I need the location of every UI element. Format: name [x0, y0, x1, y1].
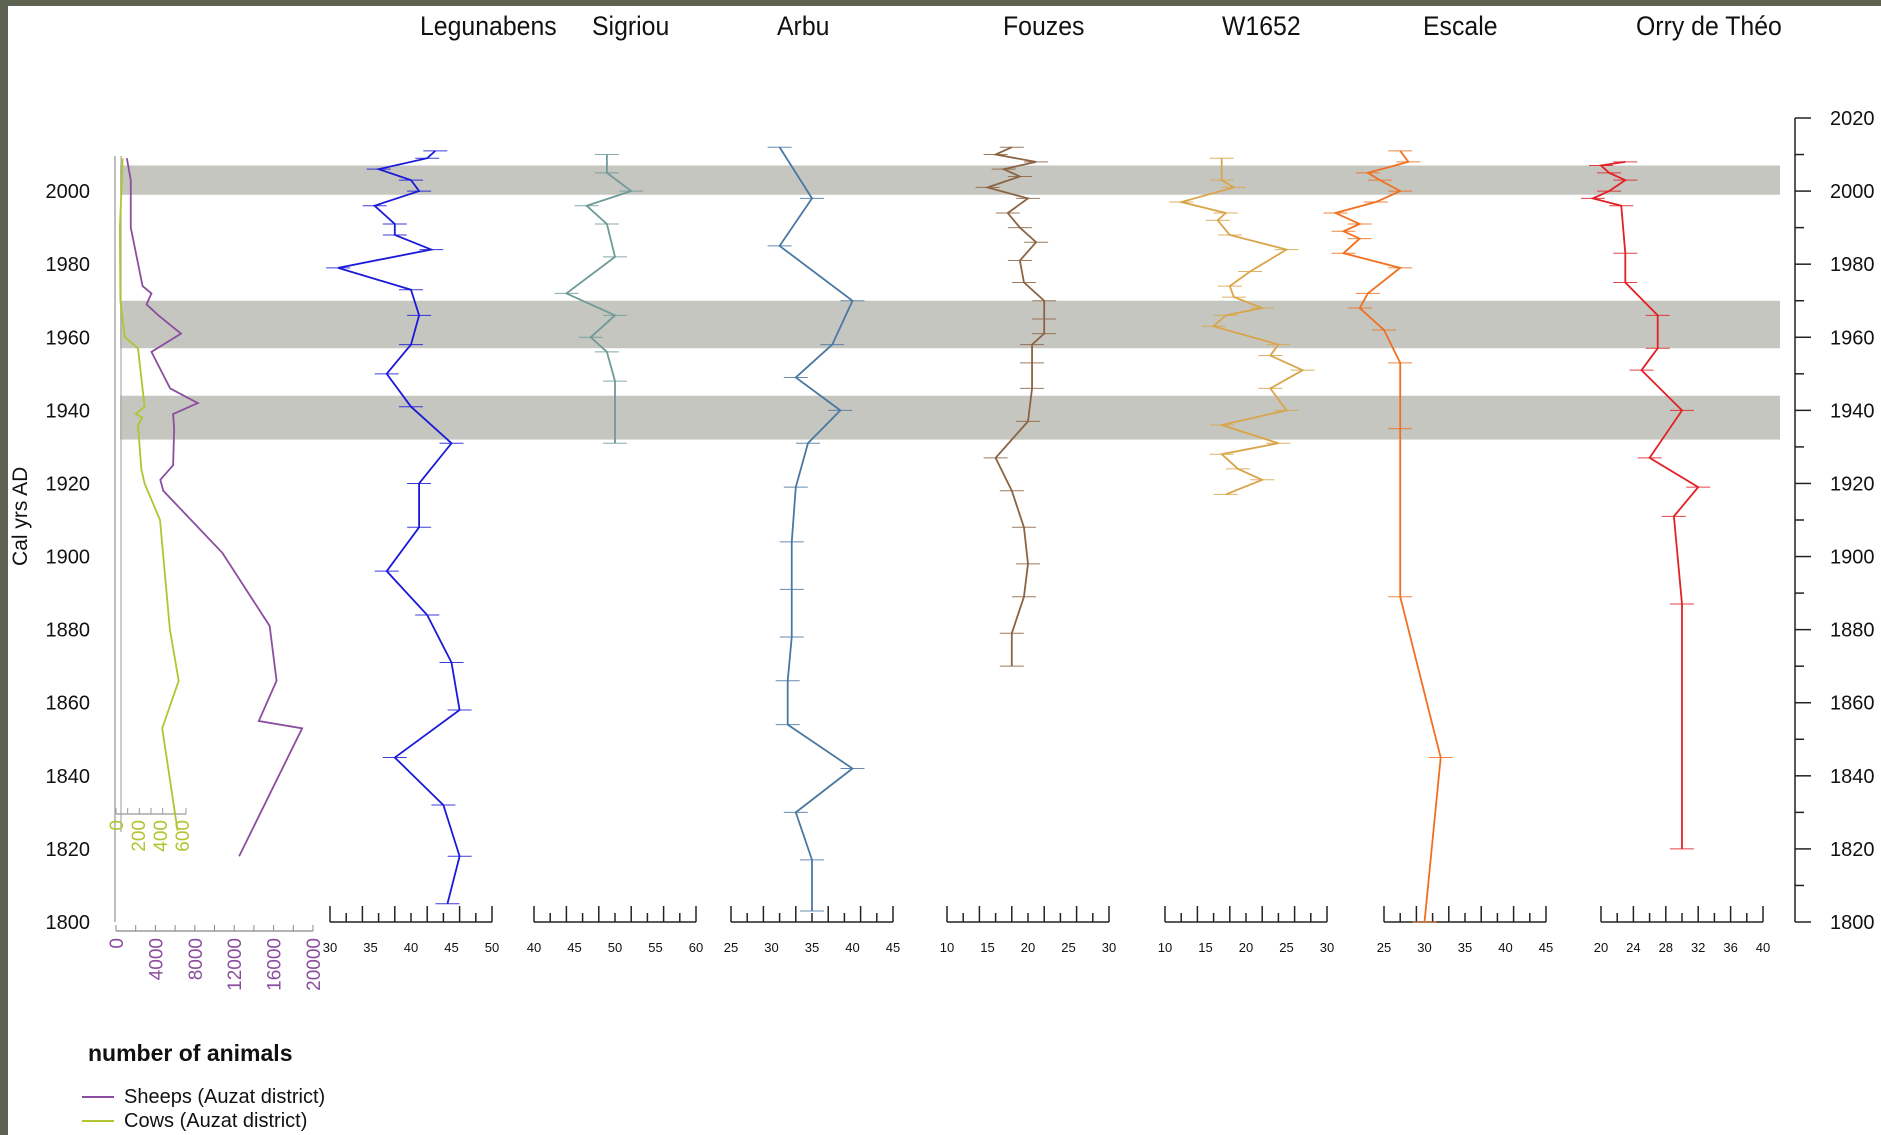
- core-title: W1652: [1222, 12, 1301, 41]
- core-series-line: [1332, 150, 1442, 923]
- core-x-tick-label: 15: [1198, 940, 1212, 955]
- sheep-x-tick-label: 8000: [186, 938, 207, 980]
- core-x-tick-label: 45: [567, 940, 581, 955]
- core-x-tick-label: 40: [1756, 940, 1770, 955]
- core-series-line: [778, 146, 855, 912]
- y-tick-label: 2000: [46, 181, 91, 203]
- shaded-band-3: [120, 395, 1780, 440]
- core-series-line: [984, 146, 1046, 667]
- core-x-tick-label: 32: [1691, 940, 1705, 955]
- legend-label-cows: Cows (Auzat district): [124, 1110, 308, 1132]
- legend-swatch-sheep: [82, 1096, 114, 1098]
- right-tick-label: 1840: [1830, 766, 1875, 788]
- core-x-tick-label: 30: [1320, 940, 1334, 955]
- core-title: Orry de Théo: [1636, 12, 1782, 41]
- sheep-series-line: [125, 158, 304, 857]
- core-x-tick-label: 28: [1659, 940, 1673, 955]
- cow-x-tick-label: 200: [129, 820, 150, 852]
- right-tick-label: 1880: [1830, 620, 1875, 642]
- right-tick-label: 1820: [1830, 839, 1875, 861]
- chart-frame: 1800 1820 1840 1860 1880 1900 1920 1940 1960 1980…: [8, 6, 1881, 1135]
- core-series-line: [564, 154, 634, 444]
- y-axis-label: Cal yrs AD: [9, 467, 32, 566]
- core-title: Arbu: [777, 12, 829, 41]
- core-title: Legunabens: [420, 12, 557, 41]
- cow-x-tick-label: 0: [107, 820, 128, 831]
- core-x-tick-label: 30: [764, 940, 778, 955]
- sheep-x-tick-label: 12000: [225, 938, 246, 991]
- core-series-line: [337, 150, 461, 904]
- core-x-tick-label: 15: [980, 940, 994, 955]
- legend-item-cows: Cows (Auzat district): [82, 1109, 325, 1133]
- core-x-tick-label: 40: [1498, 940, 1512, 955]
- y-tick-label: 1820: [46, 839, 91, 861]
- core-x-tick-label: 35: [1458, 940, 1472, 955]
- legend-swatch-cows: [82, 1120, 114, 1122]
- core-x-tick-label: 35: [363, 940, 377, 955]
- core-title: Sigriou: [592, 12, 669, 41]
- shaded-band-1: [120, 165, 1780, 195]
- right-tick-label: 1940: [1830, 400, 1875, 422]
- core-x-tick-label: 45: [886, 940, 900, 955]
- core-x-tick-label: 40: [404, 940, 418, 955]
- sediment-records-chart: 1800 1820 1840 1860 1880 1900 1920 1940 1960 1980…: [9, 12, 1875, 991]
- cow-x-tick-label: 400: [151, 820, 172, 852]
- right-tick-label: 1920: [1830, 473, 1875, 495]
- core-series-line: [1590, 160, 1700, 849]
- y-tick-label: 1880: [46, 620, 91, 642]
- y-tick-label: 1840: [46, 766, 91, 788]
- core-x-tick-label: 25: [724, 940, 738, 955]
- core-x-tick-label: 40: [845, 940, 859, 955]
- y-tick-label: 1800: [46, 912, 91, 934]
- right-tick-label: 1900: [1830, 547, 1875, 569]
- y-tick-label: 1980: [46, 254, 91, 276]
- y-tick-label: 1960: [46, 327, 91, 349]
- cow-x-tick-label: 600: [173, 820, 194, 852]
- core-x-tick-label: 30: [1417, 940, 1431, 955]
- y-tick-label: 1860: [46, 693, 91, 715]
- core-x-tick-label: 35: [805, 940, 819, 955]
- core-x-tick-label: 20: [1021, 940, 1035, 955]
- legend: number of animals Sheeps (Auzat district…: [82, 1040, 325, 1133]
- legend-item-sheep: Sheeps (Auzat district): [82, 1085, 325, 1109]
- core-x-tick-label: 30: [1102, 940, 1116, 955]
- core-x-tick-label: 10: [1158, 940, 1172, 955]
- sheep-x-tick-label: 4000: [146, 938, 167, 980]
- y-tick-label: 1900: [46, 547, 91, 569]
- core-x-tick-label: 36: [1723, 940, 1737, 955]
- shaded-band-2: [120, 300, 1780, 349]
- right-tick-label: 1800: [1830, 912, 1875, 934]
- sheep-x-tick-label: 0: [107, 938, 128, 949]
- right-tick-label: 2000: [1830, 181, 1875, 203]
- y-tick-label: 1940: [46, 400, 91, 422]
- right-tick-label: 1960: [1830, 327, 1875, 349]
- sheep-x-tick-label: 20000: [304, 938, 325, 991]
- core-x-tick-label: 25: [1377, 940, 1391, 955]
- core-x-tick-label: 20: [1239, 940, 1253, 955]
- core-x-tick-label: 20: [1594, 940, 1608, 955]
- core-title: Escale: [1423, 12, 1498, 41]
- right-tick-label: 2020: [1830, 108, 1875, 130]
- right-tick-label: 1980: [1830, 254, 1875, 276]
- core-x-tick-label: 40: [527, 940, 541, 955]
- y-tick-label: 1920: [46, 473, 91, 495]
- core-x-tick-label: 25: [1279, 940, 1293, 955]
- core-x-tick-label: 24: [1626, 940, 1640, 955]
- core-x-tick-label: 45: [1539, 940, 1553, 955]
- sheep-x-tick-label: 16000: [265, 938, 286, 991]
- core-x-tick-label: 50: [608, 940, 622, 955]
- core-x-tick-label: 45: [444, 940, 458, 955]
- core-x-tick-label: 55: [648, 940, 662, 955]
- core-x-tick-label: 30: [323, 940, 337, 955]
- core-title: Fouzes: [1003, 12, 1084, 41]
- core-x-tick-label: 50: [485, 940, 499, 955]
- core-x-tick-label: 60: [689, 940, 703, 955]
- core-x-tick-label: 25: [1061, 940, 1075, 955]
- legend-label-sheep: Sheeps (Auzat district): [124, 1086, 326, 1108]
- cow-series-line: [118, 158, 180, 831]
- right-tick-label: 1860: [1830, 693, 1875, 715]
- core-x-tick-label: 10: [940, 940, 954, 955]
- legend-title: number of animals: [88, 1040, 293, 1066]
